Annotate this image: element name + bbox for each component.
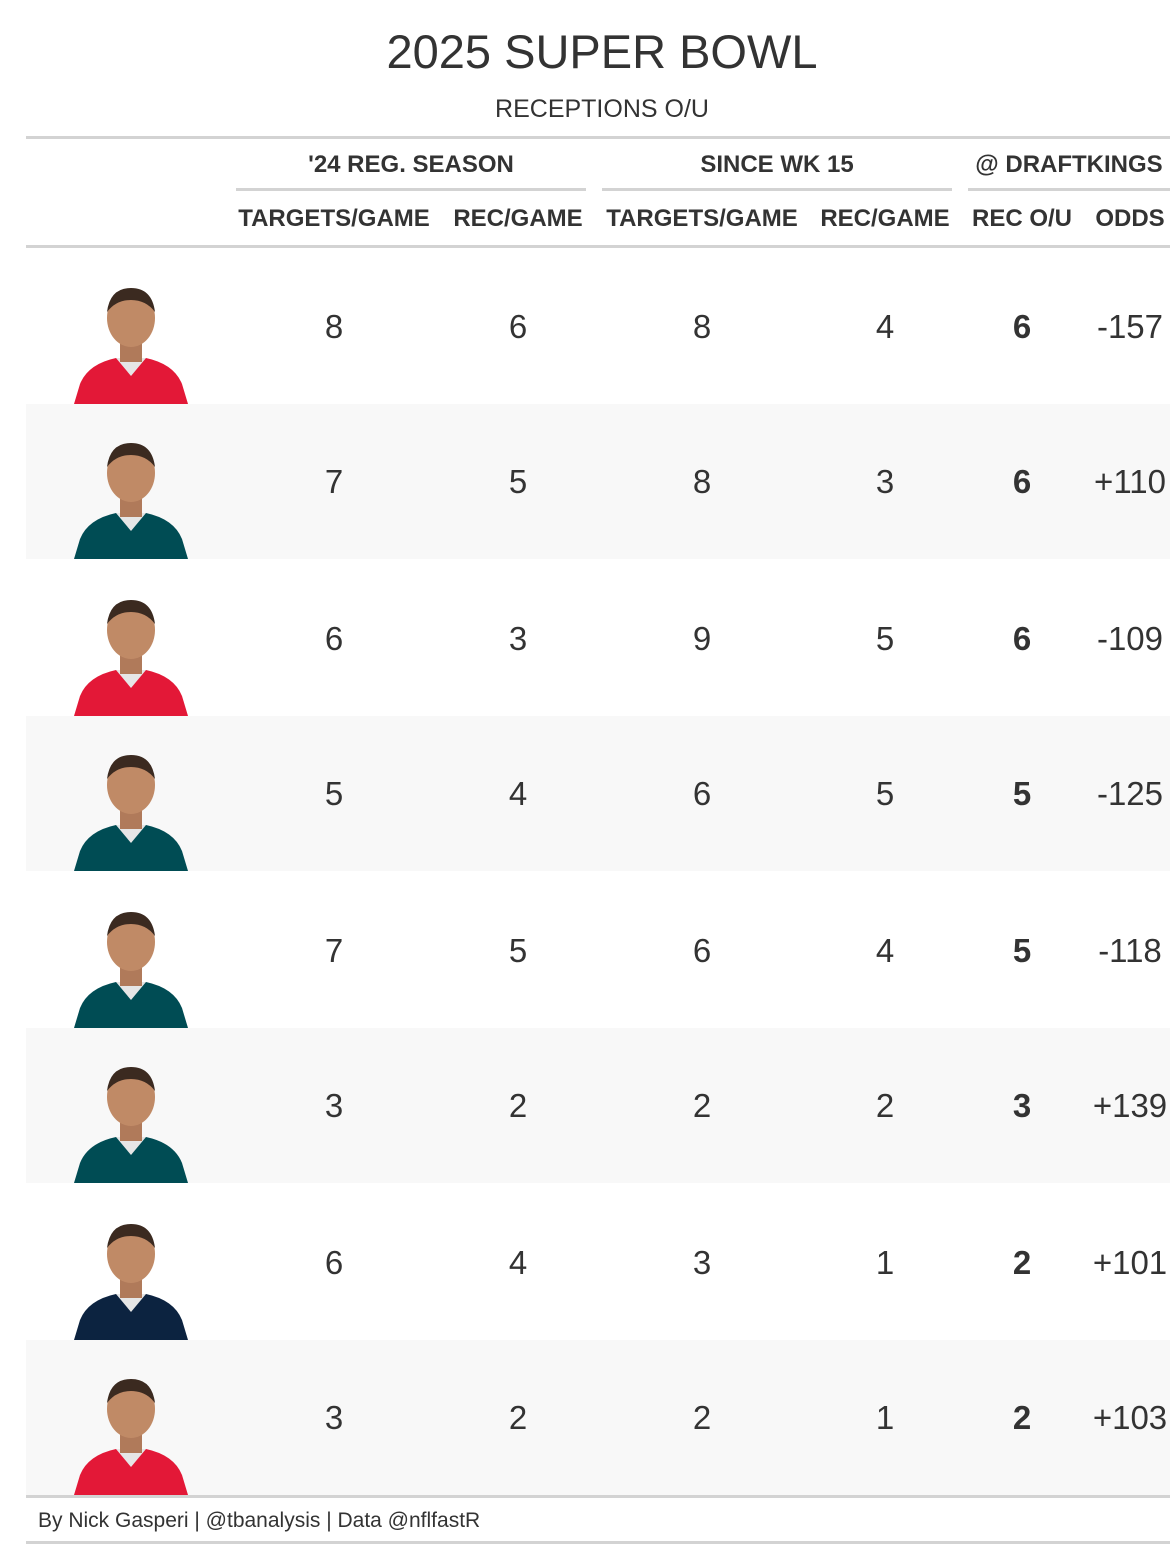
table-row: 5 4 6 5 5 -125	[26, 716, 1170, 871]
spanner-rule-since-wk15	[602, 188, 952, 191]
reg-targets-cell: 7	[324, 462, 344, 500]
wk15-targets-cell: 6	[692, 774, 712, 812]
table-row: 7 5 6 4 5 -118	[26, 873, 1170, 1028]
player-headshot	[56, 1340, 206, 1495]
reg-targets-cell: 7	[324, 931, 344, 969]
rec-ou-cell: 6	[1012, 307, 1032, 345]
reg-targets-cell: 6	[324, 1243, 344, 1281]
rec-ou-cell: 3	[1012, 1086, 1032, 1124]
source-note: By Nick Gasperi | @tbanalysis | Data @nf…	[38, 1509, 481, 1532]
rec-ou-cell: 6	[1012, 619, 1032, 657]
table-row: 6 3 9 5 6 -109	[26, 561, 1170, 716]
bottom-rule	[26, 1495, 1170, 1498]
player-headshot	[56, 1185, 206, 1340]
wk15-targets-cell: 9	[692, 619, 712, 657]
wk15-rec-cell: 2	[875, 1086, 895, 1124]
wk15-targets-cell: 3	[692, 1243, 712, 1281]
col-header-reg-targets: TARGETS/GAME	[238, 205, 430, 232]
col-header-reg-rec: REC/GAME	[453, 205, 583, 232]
wk15-targets-cell: 2	[692, 1086, 712, 1124]
player-headshot	[56, 404, 206, 559]
player-headshot	[56, 1028, 206, 1183]
reg-rec-cell: 4	[508, 774, 528, 812]
table-row: 6 4 3 1 2 +101	[26, 1185, 1170, 1340]
wk15-rec-cell: 5	[875, 774, 895, 812]
reg-targets-cell: 8	[324, 307, 344, 345]
player-headshot	[56, 716, 206, 871]
rec-ou-cell: 6	[1012, 462, 1032, 500]
wk15-rec-cell: 4	[875, 307, 895, 345]
table-row: 3 2 2 1 2 +103	[26, 1340, 1170, 1495]
reg-rec-cell: 2	[508, 1086, 528, 1124]
col-header-wk15-targets: TARGETS/GAME	[606, 205, 798, 232]
reg-rec-cell: 6	[508, 307, 528, 345]
chart-title: 2025 SUPER BOWL	[386, 25, 818, 78]
odds-cell: -125	[1096, 774, 1164, 812]
wk15-rec-cell: 4	[875, 931, 895, 969]
col-header-wk15-rec: REC/GAME	[820, 205, 950, 232]
wk15-targets-cell: 8	[692, 462, 712, 500]
wk15-rec-cell: 1	[875, 1398, 895, 1436]
wk15-rec-cell: 1	[875, 1243, 895, 1281]
table-row: 7 5 8 3 6 +110	[26, 404, 1170, 559]
odds-cell: -118	[1098, 931, 1162, 969]
odds-cell: +139	[1092, 1086, 1168, 1124]
footer-rule	[26, 1541, 1170, 1544]
odds-cell: -109	[1096, 619, 1164, 657]
col-header-odds: ODDS	[1095, 205, 1165, 232]
player-headshot	[56, 561, 206, 716]
reg-targets-cell: 3	[324, 1398, 344, 1436]
reg-rec-cell: 5	[508, 462, 528, 500]
wk15-targets-cell: 6	[692, 931, 712, 969]
odds-cell: +103	[1092, 1398, 1168, 1436]
spanner-draftkings: @ DRAFTKINGS	[975, 151, 1163, 178]
rec-ou-cell: 2	[1012, 1243, 1032, 1281]
spanner-reg-season: '24 REG. SEASON	[308, 151, 514, 178]
player-headshot	[56, 873, 206, 1028]
spanner-rule-reg-season	[236, 188, 586, 191]
spanner-since-wk15: SINCE WK 15	[700, 151, 854, 178]
spanner-rule-draftkings	[968, 188, 1170, 191]
chart-subtitle: RECEPTIONS O/U	[495, 95, 709, 123]
rec-ou-cell: 2	[1012, 1398, 1032, 1436]
table-row: 8 6 8 4 6 -157	[26, 249, 1170, 404]
top-rule	[26, 136, 1170, 139]
rec-ou-cell: 5	[1012, 774, 1032, 812]
wk15-rec-cell: 5	[875, 619, 895, 657]
wk15-targets-cell: 8	[692, 307, 712, 345]
rec-ou-cell: 5	[1012, 931, 1032, 969]
reg-rec-cell: 4	[508, 1243, 528, 1281]
col-header-rec-ou: REC O/U	[971, 205, 1072, 232]
reg-targets-cell: 5	[324, 774, 344, 812]
header-rule	[26, 245, 1170, 248]
reg-rec-cell: 5	[508, 931, 528, 969]
reg-rec-cell: 2	[508, 1398, 528, 1436]
reg-rec-cell: 3	[508, 619, 528, 657]
wk15-rec-cell: 3	[875, 462, 895, 500]
reg-targets-cell: 6	[324, 619, 344, 657]
odds-cell: +110	[1094, 462, 1166, 500]
odds-cell: +101	[1092, 1243, 1168, 1281]
reg-targets-cell: 3	[324, 1086, 344, 1124]
odds-cell: -157	[1096, 307, 1164, 345]
wk15-targets-cell: 2	[692, 1398, 712, 1436]
player-headshot	[56, 249, 206, 404]
table-row: 3 2 2 2 3 +139	[26, 1028, 1170, 1183]
